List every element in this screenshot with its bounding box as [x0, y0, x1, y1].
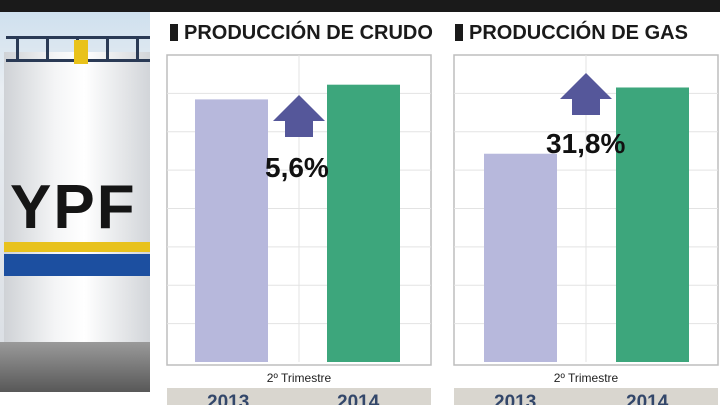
- ypf-tank-photo: YPF: [0, 12, 150, 392]
- tank-blue-stripe: [4, 254, 150, 276]
- gas-year-2014: 2014: [626, 392, 669, 405]
- crude-up-arrow-icon: [273, 95, 325, 137]
- crude-panel-title: PRODUCCIÓN DE CRUDO: [170, 22, 433, 45]
- title-square-icon: [455, 24, 463, 41]
- crude-title-text: PRODUCCIÓN DE CRUDO: [184, 22, 433, 44]
- gas-panel-title: PRODUCCIÓN DE GAS: [455, 22, 688, 45]
- tank-yellow-stripe: [4, 242, 150, 252]
- crude-bar-2013: [195, 99, 268, 363]
- crude-change-label: 5,6%: [265, 152, 329, 183]
- gas-title-text: PRODUCCIÓN DE GAS: [469, 22, 688, 44]
- crude-bar-2014: [327, 84, 400, 363]
- photo-ground: [0, 342, 150, 392]
- storage-tank: [4, 52, 150, 392]
- gas-year-2013: 2013: [494, 392, 537, 405]
- title-square-icon: [170, 24, 178, 41]
- top-band: [0, 0, 720, 12]
- gas-bar-2013: [484, 153, 557, 362]
- gas-up-arrow-icon: [560, 73, 612, 115]
- gas-change-label: 31,8%: [546, 128, 625, 159]
- crude-year-2014: 2014: [337, 392, 380, 405]
- ypf-logo: YPF: [10, 173, 137, 242]
- gas-year-footer: 2013 2014: [454, 388, 718, 405]
- gas-x-label: 2º Trimestre: [554, 371, 619, 385]
- crude-x-label: 2º Trimestre: [267, 371, 332, 385]
- gas-bar-2014: [616, 87, 689, 362]
- tank-yellow-post: [74, 40, 88, 64]
- crude-year-2013: 2013: [207, 392, 250, 405]
- crude-year-footer: 2013 2014: [167, 388, 431, 405]
